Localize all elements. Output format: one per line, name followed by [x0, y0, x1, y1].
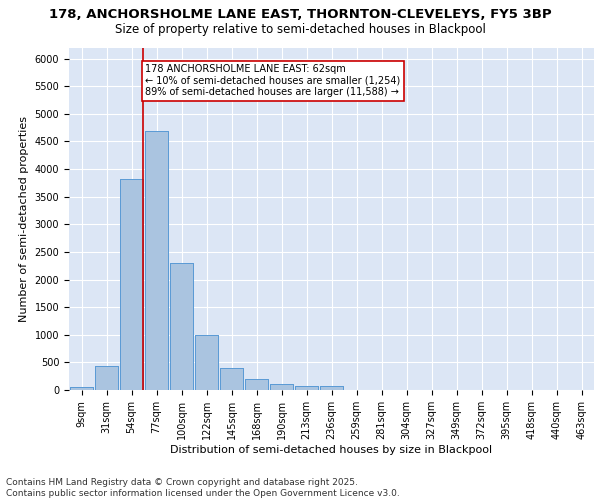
Bar: [120, 179, 143, 390]
Bar: [145, 132, 168, 390]
Bar: [70, 387, 93, 390]
Bar: [220, 368, 243, 390]
Bar: [295, 386, 318, 390]
Bar: [170, 263, 193, 390]
Text: 178, ANCHORSHOLME LANE EAST, THORNTON-CLEVELEYS, FY5 3BP: 178, ANCHORSHOLME LANE EAST, THORNTON-CL…: [49, 8, 551, 20]
Bar: [245, 379, 268, 390]
Bar: [245, 379, 268, 390]
Y-axis label: Number of semi-detached properties: Number of semi-detached properties: [19, 116, 29, 322]
Bar: [270, 384, 293, 390]
Text: Contains HM Land Registry data © Crown copyright and database right 2025.
Contai: Contains HM Land Registry data © Crown c…: [6, 478, 400, 498]
Bar: [220, 368, 243, 390]
Bar: [95, 366, 118, 390]
Text: Size of property relative to semi-detached houses in Blackpool: Size of property relative to semi-detach…: [115, 22, 485, 36]
Bar: [145, 132, 168, 390]
Bar: [95, 366, 118, 390]
Bar: [320, 386, 343, 390]
Bar: [170, 263, 193, 390]
Bar: [195, 335, 218, 390]
Bar: [320, 386, 343, 390]
Bar: [120, 179, 143, 390]
Bar: [195, 335, 218, 390]
Bar: [295, 386, 318, 390]
Bar: [70, 387, 93, 390]
Text: 178 ANCHORSHOLME LANE EAST: 62sqm
← 10% of semi-detached houses are smaller (1,2: 178 ANCHORSHOLME LANE EAST: 62sqm ← 10% …: [145, 64, 401, 98]
X-axis label: Distribution of semi-detached houses by size in Blackpool: Distribution of semi-detached houses by …: [170, 444, 493, 454]
Bar: [270, 384, 293, 390]
